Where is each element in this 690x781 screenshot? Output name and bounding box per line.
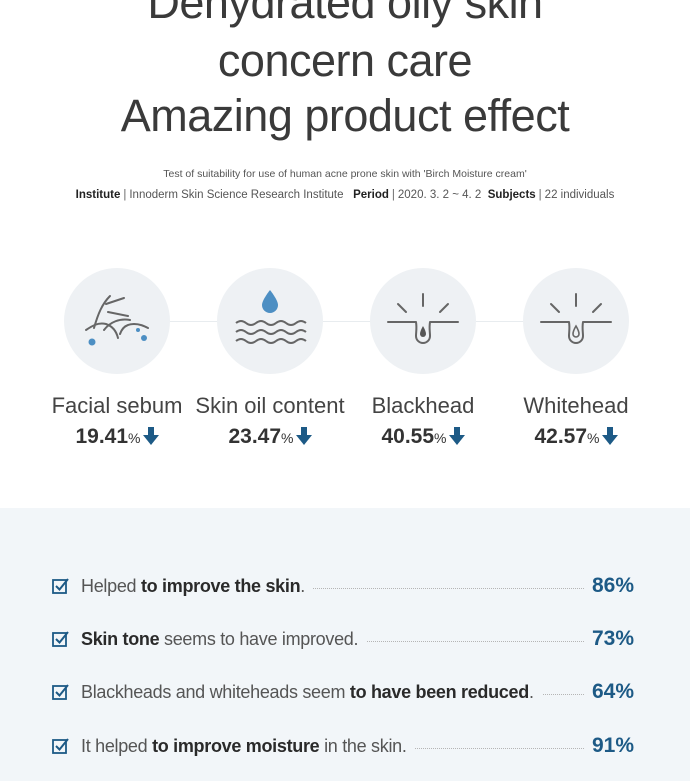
metric-label-whitehead: Whitehead xyxy=(523,393,629,418)
down-arrow-icon xyxy=(142,427,159,451)
test-description: Test of suitability for use of human acn… xyxy=(163,168,527,180)
down-arrow-icon xyxy=(448,427,465,451)
survey-item: Blackheads and whiteheads seem to have b… xyxy=(52,680,634,706)
metric-label-blackhead: Blackhead xyxy=(371,393,475,418)
survey-item-text: Skin tone seems to have improved. xyxy=(81,629,367,650)
subjects-value: 22 individuals xyxy=(544,189,615,201)
test-meta: Institute | Innoderm Skin Science Research… xyxy=(75,189,615,201)
survey-item-text: Blackheads and whiteheads seem to have b… xyxy=(81,682,542,703)
survey-item-value: 86% xyxy=(583,574,634,598)
metric-value-skin-oil: 23.47% xyxy=(190,425,350,451)
metric-value-whitehead: 42.57% xyxy=(496,425,656,451)
metric-label-facial-sebum: Facial sebum xyxy=(51,393,183,418)
survey-item: Skin tone seems to have improved. 73% xyxy=(52,627,634,653)
blackhead-pore-icon xyxy=(370,268,476,374)
period-value: 2020. 3. 2 ~ 4. 2 xyxy=(397,189,482,201)
hair-follicle-icon xyxy=(64,268,170,374)
survey-item-value: 91% xyxy=(583,734,634,758)
down-arrow-icon xyxy=(601,427,618,451)
whitehead-pore-icon xyxy=(523,268,629,374)
survey-panel: Helped to improve the skin. 86% Skin ton… xyxy=(0,508,690,781)
institute-label: Institute xyxy=(75,189,121,201)
checkbox-icon xyxy=(52,737,70,760)
metric-value-blackhead: 40.55% xyxy=(343,425,503,451)
dotted-leader xyxy=(81,588,588,589)
oil-drop-waves-icon xyxy=(217,268,323,374)
icon-connector-line xyxy=(110,321,580,322)
period-label: Period xyxy=(353,189,389,201)
metric-value-facial-sebum: 19.41% xyxy=(37,425,197,451)
checkbox-icon xyxy=(52,630,70,653)
survey-item-value: 73% xyxy=(583,627,634,651)
survey-item-text: It helped to improve moisture in the ski… xyxy=(81,736,415,757)
survey-item: Helped to improve the skin. 86% xyxy=(52,574,634,600)
down-arrow-icon xyxy=(295,427,312,451)
page-title-line3: Amazing product effect xyxy=(120,90,570,141)
page-title-line2: concern care xyxy=(217,35,473,86)
metric-label-skin-oil: Skin oil content xyxy=(195,393,345,418)
institute-value: Innoderm Skin Science Research Institute xyxy=(129,189,344,201)
survey-item-text: Helped to improve the skin. xyxy=(81,576,313,597)
survey-item-value: 64% xyxy=(583,680,634,704)
survey-item: It helped to improve moisture in the ski… xyxy=(52,734,634,760)
checkbox-icon xyxy=(52,683,70,706)
checkbox-icon xyxy=(52,577,70,600)
subjects-label: Subjects xyxy=(487,189,536,201)
page-title-line1: Dehydrated oily skin xyxy=(147,0,543,28)
